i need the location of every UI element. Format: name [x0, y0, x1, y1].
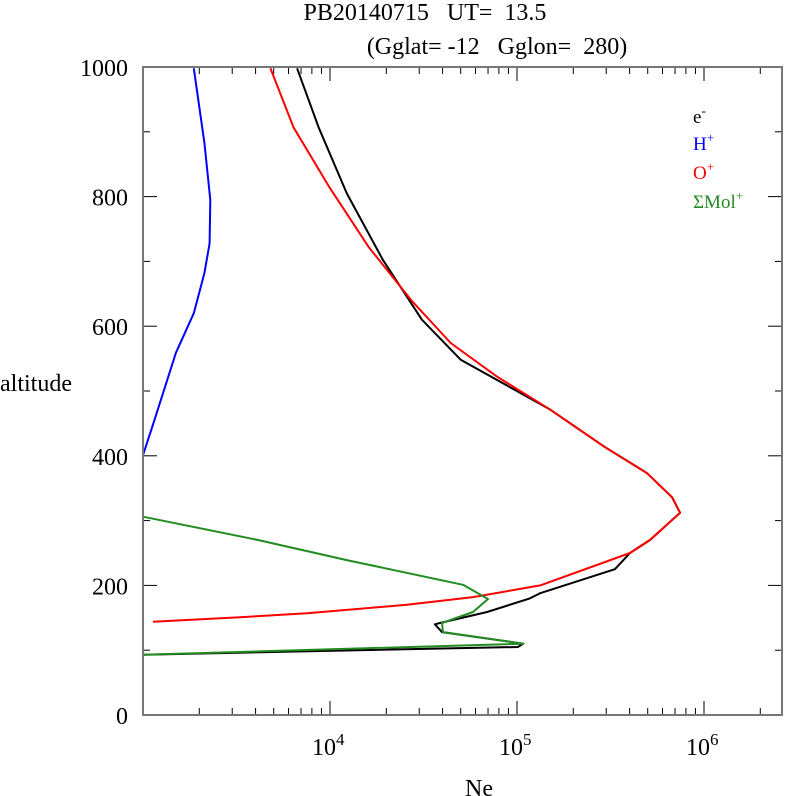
- series-line-2: [152, 67, 682, 623]
- x-tick-label: 104: [312, 730, 345, 761]
- x-tick-label: 105: [499, 730, 532, 761]
- y-tick-label: 800: [92, 186, 128, 212]
- chart-title-line2: (Gglat= -12 Gglon= 280): [367, 34, 627, 60]
- y-tick-label: 600: [92, 315, 128, 341]
- legend-entry: H+: [693, 130, 714, 155]
- legend: e-H+ O+ ΣMol+: [693, 103, 743, 213]
- y-tick-label: 400: [92, 445, 128, 471]
- x-axis-label: Ne: [465, 776, 493, 796]
- x-tick-label: 106: [686, 730, 719, 761]
- series-line-0: [142, 67, 682, 656]
- legend-entry: e-: [693, 103, 706, 128]
- y-tick-label: 1000: [80, 56, 128, 82]
- chart-title-line1: PB20140715 UT= 13.5: [304, 0, 547, 26]
- y-tick-label: 200: [92, 574, 128, 600]
- series-line-3: [142, 515, 525, 656]
- y-tick-label: 0: [116, 704, 128, 730]
- legend-entry: ΣMol+: [693, 188, 743, 213]
- plot-frame: [142, 66, 783, 716]
- series-line-1: [142, 68, 212, 456]
- y-axis-label: altitude: [0, 371, 72, 397]
- tick-labels: 0 200 400 600 800 1000 104 105 106: [80, 56, 719, 761]
- legend-entry: O+: [693, 159, 714, 184]
- series-lines: [142, 67, 682, 656]
